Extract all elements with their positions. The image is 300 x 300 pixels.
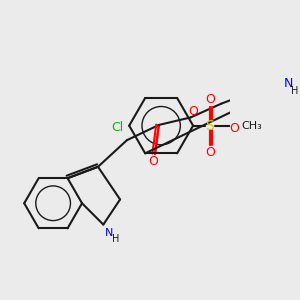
Text: O: O xyxy=(148,155,158,168)
Text: H: H xyxy=(112,234,120,244)
Text: N: N xyxy=(284,76,293,90)
Text: O: O xyxy=(229,122,239,135)
Text: CH₃: CH₃ xyxy=(242,121,262,131)
Text: S: S xyxy=(206,119,214,133)
Text: O: O xyxy=(205,92,215,106)
Text: H: H xyxy=(291,86,298,97)
Text: O: O xyxy=(188,105,198,118)
Text: N: N xyxy=(105,228,113,238)
Text: O: O xyxy=(205,146,215,159)
Text: Cl: Cl xyxy=(111,121,123,134)
